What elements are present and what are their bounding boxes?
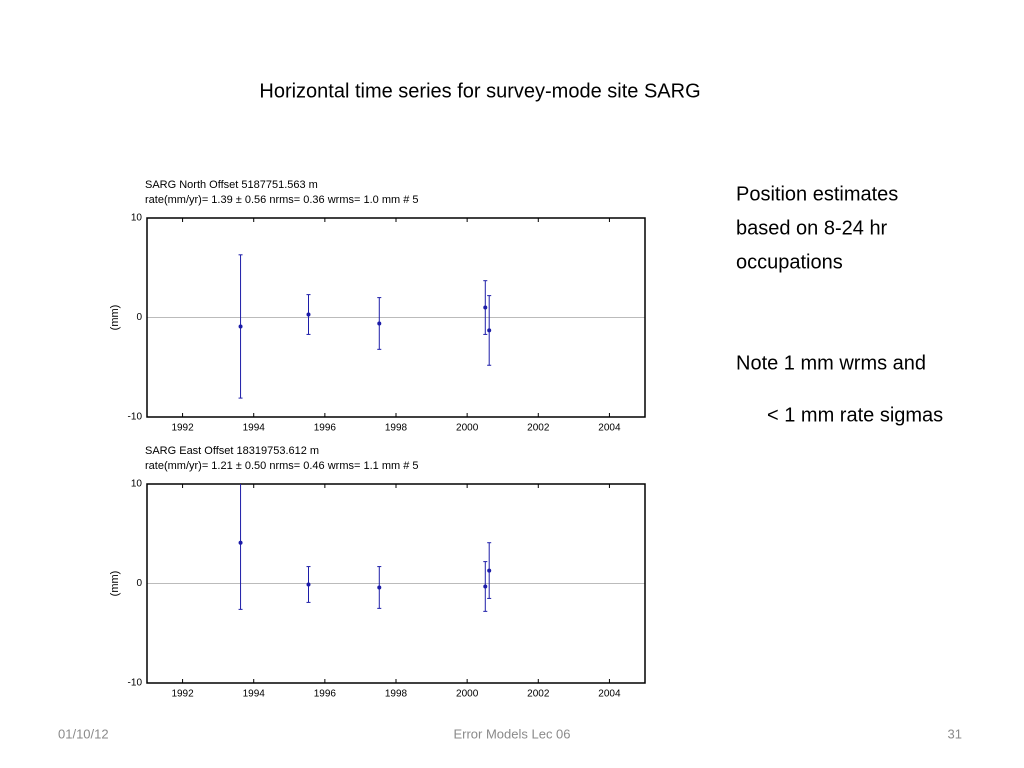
y-tick-label: -10 bbox=[128, 678, 143, 689]
chart-subtitle: rate(mm/yr)= 1.39 ± 0.56 nrms= 0.36 wrms… bbox=[145, 194, 419, 206]
point bbox=[487, 568, 492, 573]
chart-subtitle: rate(mm/yr)= 1.21 ± 0.50 nrms= 0.46 wrms… bbox=[145, 460, 419, 472]
x-tick-label: 1998 bbox=[385, 423, 408, 434]
note: < 1 mm rate sigmas bbox=[767, 404, 943, 426]
plot-frame bbox=[146, 217, 646, 418]
y-tick-label: 10 bbox=[131, 213, 143, 224]
x-tick-label: 1996 bbox=[314, 689, 337, 700]
x-tick-label: 2002 bbox=[527, 423, 550, 434]
y-axis-label: (mm) bbox=[109, 571, 121, 597]
x-tick-label: 1998 bbox=[385, 689, 408, 700]
y-axis-label: (mm) bbox=[109, 305, 121, 331]
x-tick-label: 2002 bbox=[527, 689, 550, 700]
point bbox=[483, 305, 488, 310]
note: Position estimates bbox=[736, 183, 898, 205]
y-tick-label: 10 bbox=[131, 479, 143, 490]
note: occupations bbox=[736, 251, 843, 273]
note: Note 1 mm wrms and bbox=[736, 352, 926, 374]
x-tick-label: 2004 bbox=[598, 689, 621, 700]
point bbox=[306, 312, 311, 317]
plot-clip bbox=[238, 484, 492, 612]
slide-title: Horizontal time series for survey-mode s… bbox=[259, 80, 700, 102]
footer-date: 01/10/12 bbox=[58, 726, 109, 741]
plot-clip bbox=[238, 254, 492, 399]
x-tick-label: 2000 bbox=[456, 689, 479, 700]
point bbox=[238, 540, 243, 545]
point bbox=[306, 582, 311, 587]
point bbox=[483, 584, 488, 589]
footer-page: 31 bbox=[948, 726, 962, 741]
plot-frame bbox=[146, 483, 646, 684]
note: based on 8-24 hr bbox=[736, 217, 888, 239]
x-tick-label: 1996 bbox=[314, 423, 337, 434]
chart-title: SARG North Offset 5187751.563 m bbox=[145, 179, 318, 191]
x-tick-label: 1994 bbox=[243, 689, 266, 700]
chart-title: SARG East Offset 18319753.612 m bbox=[145, 445, 319, 457]
y-tick-label: -10 bbox=[128, 412, 143, 423]
x-tick-label: 1994 bbox=[243, 423, 266, 434]
point bbox=[238, 324, 243, 329]
y-tick-label: 0 bbox=[136, 312, 142, 323]
x-tick-label: 2004 bbox=[598, 423, 621, 434]
footer-center: Error Models Lec 06 bbox=[453, 726, 570, 741]
y-tick-label: 0 bbox=[136, 578, 142, 589]
x-tick-label: 1992 bbox=[171, 423, 194, 434]
point bbox=[377, 321, 382, 326]
point bbox=[487, 328, 492, 333]
point bbox=[377, 585, 382, 590]
x-tick-label: 2000 bbox=[456, 423, 479, 434]
x-tick-label: 1992 bbox=[171, 689, 194, 700]
